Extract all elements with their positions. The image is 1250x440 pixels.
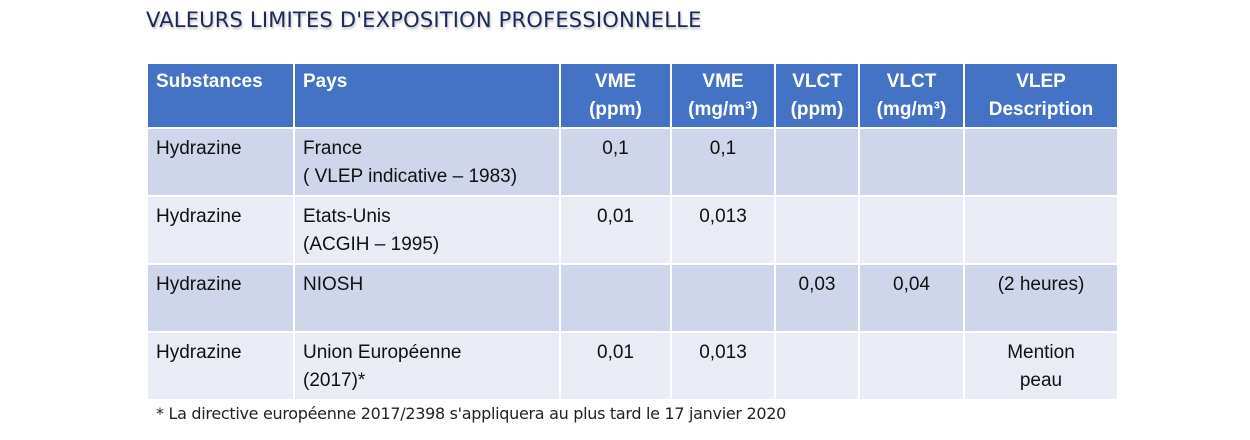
header-pays: Pays: [293, 62, 561, 129]
cell-pays: NIOSH: [293, 263, 561, 333]
exposure-limits-table: Substances Pays VME (ppm) VME (mg/m³) VL…: [146, 62, 1119, 401]
footnote: * La directive européenne 2017/2398 s'ap…: [156, 404, 786, 423]
cell-vlct-ppm: 0,03: [774, 263, 860, 333]
cell-description: (2 heures): [963, 263, 1119, 333]
cell-pays: Union Européenne (2017)*: [293, 331, 561, 401]
cell-substance: Hydrazine: [146, 195, 295, 265]
cell-vme-ppm: [559, 263, 672, 333]
header-vme-ppm: VME (ppm): [559, 62, 672, 129]
cell-description: [963, 127, 1119, 197]
header-vlct-mg: VLCT (mg/m³): [858, 62, 965, 129]
header-substances: Substances: [146, 62, 295, 129]
cell-vme-ppm: 0,01: [559, 331, 672, 401]
table-row: Hydrazine Etats-Unis (ACGIH – 1995) 0,01…: [146, 195, 1119, 265]
cell-pays: France ( VLEP indicative – 1983): [293, 127, 561, 197]
page-title: VALEURS LIMITES D'EXPOSITION PROFESSIONN…: [146, 8, 702, 32]
table-row: Hydrazine Union Européenne (2017)* 0,01 …: [146, 331, 1119, 401]
cell-vlct-mg: 0,04: [858, 263, 965, 333]
table-row: Hydrazine NIOSH 0,03 0,04 (2 heures): [146, 263, 1119, 333]
cell-vlct-ppm: [774, 331, 860, 401]
cell-vme-ppm: 0,1: [559, 127, 672, 197]
cell-vme-mg: 0,013: [670, 195, 776, 265]
cell-vme-ppm: 0,01: [559, 195, 672, 265]
cell-vme-mg: 0,1: [670, 127, 776, 197]
cell-vme-mg: 0,013: [670, 331, 776, 401]
cell-vlct-mg: [858, 331, 965, 401]
cell-vme-mg: [670, 263, 776, 333]
header-vlct-ppm: VLCT (ppm): [774, 62, 860, 129]
cell-substance: Hydrazine: [146, 331, 295, 401]
cell-vlct-mg: [858, 127, 965, 197]
header-vme-mg: VME (mg/m³): [670, 62, 776, 129]
table-header-row: Substances Pays VME (ppm) VME (mg/m³) VL…: [146, 62, 1119, 129]
cell-vlct-ppm: [774, 127, 860, 197]
table-row: Hydrazine France ( VLEP indicative – 198…: [146, 127, 1119, 197]
header-vlep-description: VLEP Description: [963, 62, 1119, 129]
cell-substance: Hydrazine: [146, 127, 295, 197]
cell-vlct-ppm: [774, 195, 860, 265]
cell-vlct-mg: [858, 195, 965, 265]
cell-description: [963, 195, 1119, 265]
cell-substance: Hydrazine: [146, 263, 295, 333]
cell-description: Mention peau: [963, 331, 1119, 401]
cell-pays: Etats-Unis (ACGIH – 1995): [293, 195, 561, 265]
